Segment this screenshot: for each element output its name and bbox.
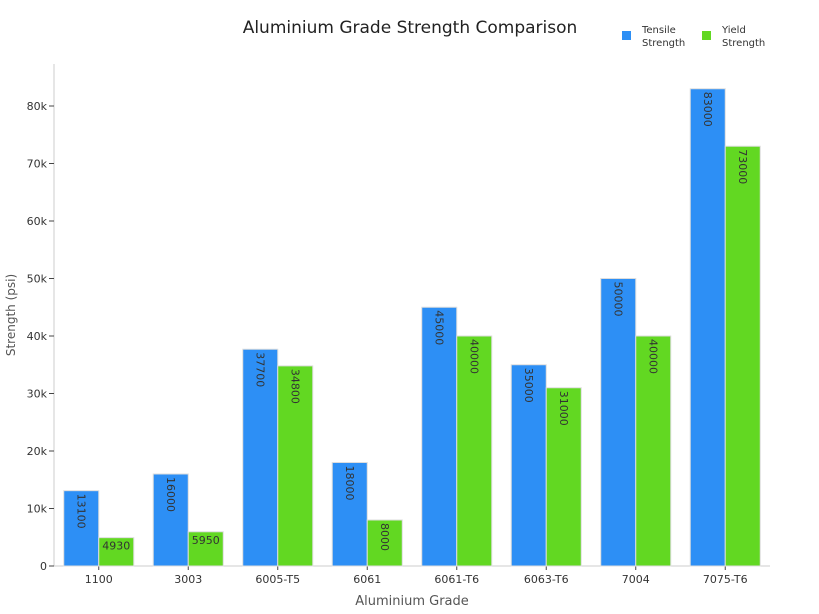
y-tick-label: 0 bbox=[40, 560, 47, 573]
x-tick-label: 6061-T6 bbox=[434, 573, 479, 586]
chart-title: Aluminium Grade Strength Comparison bbox=[243, 18, 578, 38]
data-label: 34800 bbox=[288, 369, 301, 404]
x-tick-label: 6005-T5 bbox=[255, 573, 300, 586]
bar-yield bbox=[98, 537, 135, 567]
data-label: 18000 bbox=[343, 466, 356, 501]
legend-label: Yield Strength bbox=[721, 25, 765, 49]
legend-label: Tensile Strength bbox=[641, 25, 685, 49]
data-label: 40000 bbox=[646, 339, 659, 374]
bar-yield bbox=[187, 531, 224, 567]
y-tick-label: 80k bbox=[27, 100, 48, 113]
bar-yield bbox=[724, 145, 761, 567]
bar-tensile bbox=[63, 490, 100, 567]
x-tick-label: 6061 bbox=[353, 573, 381, 586]
data-label: 13100 bbox=[74, 494, 87, 529]
data-label: 4930 bbox=[102, 540, 130, 553]
y-tick-label: 40k bbox=[27, 330, 48, 343]
y-tick-label: 50k bbox=[27, 273, 48, 286]
x-tick-label: 7075-T6 bbox=[703, 573, 748, 586]
data-label: 35000 bbox=[522, 368, 535, 403]
x-tick-label: 6063-T6 bbox=[524, 573, 569, 586]
data-label: 31000 bbox=[557, 391, 570, 426]
data-label: 40000 bbox=[467, 339, 480, 374]
data-label: 45000 bbox=[432, 310, 445, 345]
bar-yield bbox=[277, 365, 314, 567]
data-label: 73000 bbox=[736, 149, 749, 184]
y-tick-label: 60k bbox=[27, 215, 48, 228]
data-label: 50000 bbox=[611, 282, 624, 317]
bar-tensile bbox=[331, 462, 368, 567]
y-tick-label: 10k bbox=[27, 503, 48, 516]
data-label: 8000 bbox=[378, 523, 391, 551]
x-axis-label: Aluminium Grade bbox=[355, 594, 469, 609]
bar-yield bbox=[366, 519, 403, 567]
data-label: 37700 bbox=[253, 352, 266, 387]
bar-yield bbox=[545, 387, 582, 567]
bar-tensile bbox=[421, 306, 458, 567]
data-label: 5950 bbox=[192, 534, 220, 547]
x-tick-label: 7004 bbox=[622, 573, 650, 586]
bar-tensile bbox=[152, 473, 189, 567]
bar-tensile bbox=[689, 88, 726, 567]
legend-swatch bbox=[702, 31, 711, 40]
y-tick-label: 20k bbox=[27, 445, 48, 458]
y-tick-label: 70k bbox=[27, 158, 48, 171]
x-tick-label: 1100 bbox=[85, 573, 113, 586]
y-tick-label: 30k bbox=[27, 388, 48, 401]
data-label: 83000 bbox=[701, 92, 714, 127]
bar-tensile bbox=[600, 278, 637, 567]
data-label: 16000 bbox=[164, 477, 177, 512]
legend-swatch bbox=[622, 31, 631, 40]
bar-yield bbox=[635, 335, 672, 567]
bar-tensile bbox=[510, 364, 547, 567]
y-axis-label: Strength (psi) bbox=[4, 274, 18, 356]
bar-yield bbox=[456, 335, 493, 567]
x-tick-label: 3003 bbox=[174, 573, 202, 586]
